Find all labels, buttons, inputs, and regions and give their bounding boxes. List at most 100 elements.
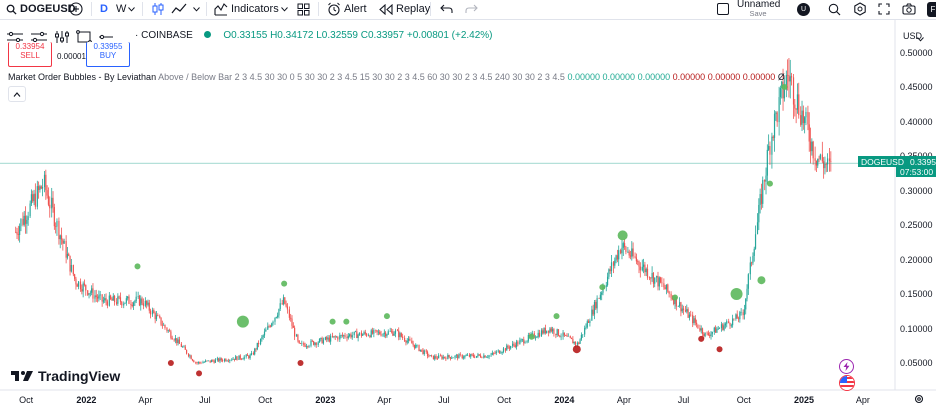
candle-body	[101, 294, 103, 302]
top-toolbar: DOGEUSD D W Indicators Alert Replay	[0, 0, 936, 18]
candle-body	[667, 284, 669, 292]
candle-body	[769, 146, 771, 155]
drawing-toolbar	[6, 30, 114, 44]
settings-button[interactable]	[853, 1, 867, 17]
indicators-label: Indicators	[231, 3, 279, 15]
candle-body	[373, 329, 375, 334]
candle-body	[785, 74, 787, 90]
candle-body	[711, 331, 713, 334]
layout-select-checkbox[interactable]	[717, 1, 729, 17]
candle-body	[513, 343, 515, 345]
data-window-icon[interactable]	[30, 31, 48, 43]
chart-type-dropdown[interactable]	[193, 1, 200, 17]
candle-body	[350, 334, 352, 338]
candle-body	[720, 324, 723, 329]
indicators-dropdown[interactable]	[281, 1, 288, 17]
buy-button[interactable]: 0.33955 BUY	[86, 42, 130, 67]
redo-button[interactable]	[465, 1, 478, 17]
candle-body	[751, 262, 753, 264]
candle-body	[362, 334, 364, 336]
undo-button[interactable]	[440, 1, 453, 17]
candle-body	[622, 243, 624, 248]
fullscreen-button[interactable]	[878, 1, 890, 17]
candles	[15, 57, 832, 365]
candle-body	[694, 318, 696, 323]
candle-body	[149, 310, 152, 315]
sell-order-bubble	[698, 335, 705, 342]
candle-body	[715, 327, 717, 333]
candle-body	[735, 314, 737, 319]
layouts-button[interactable]	[297, 1, 310, 17]
candle-body	[441, 356, 443, 359]
candle-body	[63, 240, 65, 244]
quick-search-button[interactable]	[828, 1, 841, 17]
candle-body	[47, 195, 50, 205]
candle-body	[661, 282, 663, 284]
sliders-icon[interactable]	[54, 30, 70, 44]
candle-body	[608, 269, 610, 277]
sell-button[interactable]: 0.33954 SELL	[8, 42, 52, 67]
candle-body	[318, 338, 321, 343]
snapshot-button[interactable]	[902, 1, 916, 17]
alert-button[interactable]: Alert	[327, 1, 367, 17]
indicator-legend[interactable]: Market Order Bubbles - By Leviathan Abov…	[8, 72, 785, 82]
candle-body	[82, 283, 84, 292]
candle-body	[514, 344, 516, 347]
time-tick-label: 2025	[793, 395, 814, 405]
candle-body	[648, 277, 651, 279]
candle-body	[426, 351, 429, 356]
toolbar-divider	[142, 2, 143, 16]
interval-dropdown[interactable]	[128, 1, 135, 17]
candle-body	[576, 342, 579, 345]
candle-body	[238, 355, 240, 360]
candle-body	[515, 341, 518, 347]
object-tree-icon[interactable]	[6, 31, 24, 43]
candle-body	[569, 336, 571, 338]
candle-body	[379, 331, 381, 335]
candle-body	[291, 318, 293, 326]
replay-button[interactable]: Replay	[379, 1, 430, 17]
chevron-down-icon	[128, 6, 135, 12]
candle-body	[290, 317, 292, 319]
time-axis-settings-button[interactable]	[914, 394, 924, 407]
candle-body	[559, 335, 561, 337]
compare-button[interactable]	[69, 1, 83, 17]
candle-body	[335, 336, 338, 338]
publish-button[interactable]: F	[927, 1, 936, 17]
tradingview-logo[interactable]: TradingView	[10, 368, 120, 384]
candle-body	[442, 356, 444, 359]
candle-body	[812, 141, 814, 159]
candle-body	[737, 318, 740, 320]
candle-body	[146, 300, 148, 305]
layout-name-button[interactable]: Unnamed Save	[737, 0, 780, 18]
time-tick-label: 2022	[76, 395, 97, 405]
toolbar-bottom-border	[0, 19, 936, 20]
candle-body	[524, 342, 526, 344]
indicators-button[interactable]: Indicators	[214, 1, 279, 17]
collapse-legend-button[interactable]	[8, 86, 26, 102]
symbol-search-button[interactable]: DOGEUSD	[6, 1, 76, 17]
candle-body	[627, 251, 629, 253]
economic-events-button[interactable]	[839, 375, 855, 391]
horizontal-line-icon[interactable]	[98, 33, 114, 41]
currency-label[interactable]: USD	[903, 31, 923, 41]
candle-body	[138, 296, 141, 306]
interval-button-daily[interactable]: D	[100, 1, 108, 17]
candle-body	[285, 303, 287, 307]
candle-type-button[interactable]	[152, 1, 164, 17]
candle-body	[111, 298, 113, 301]
candle-body	[320, 337, 322, 339]
candle-body	[180, 343, 182, 347]
candle-body	[811, 141, 813, 152]
interval-button-weekly[interactable]: W	[116, 1, 126, 17]
candle-body	[819, 154, 821, 159]
account-button[interactable]: U	[797, 1, 810, 17]
lightning-button[interactable]	[839, 359, 854, 374]
line-type-button[interactable]	[171, 1, 187, 17]
candle-body	[754, 234, 757, 249]
currency-dropdown[interactable]	[917, 33, 924, 45]
candle-body	[707, 333, 710, 335]
interval-label: D	[100, 3, 108, 15]
candle-body	[30, 194, 33, 204]
